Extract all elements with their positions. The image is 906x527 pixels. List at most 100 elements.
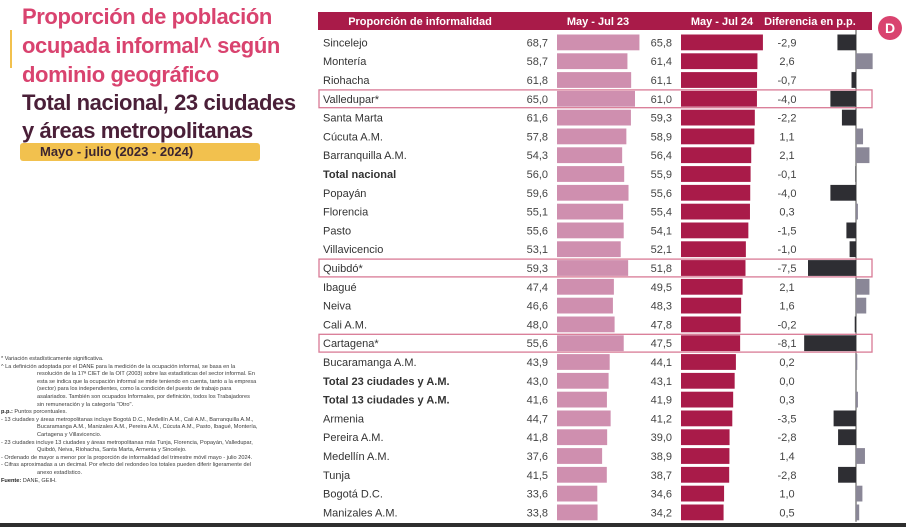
value-2024-label: 49,5 xyxy=(651,282,672,294)
diff-bar-positive xyxy=(856,53,873,70)
diff-value-label: 1,1 xyxy=(779,131,794,143)
row-label: Total 13 ciudades y A.M. xyxy=(323,395,450,407)
value-2023-label: 55,1 xyxy=(527,207,548,219)
value-2024-label: 48,3 xyxy=(651,301,672,313)
value-2024-label: 55,9 xyxy=(651,169,672,181)
value-2023-label: 57,8 xyxy=(527,131,548,143)
footnote-line: resolución de la 17ª CIET de la OIT (200… xyxy=(37,371,255,378)
diff-bar-negative xyxy=(804,335,856,352)
row-label: Santa Marta xyxy=(323,113,384,125)
diff-bar-positive xyxy=(856,354,858,370)
diff-bar-negative xyxy=(837,34,856,51)
row-label: Pereira A.M. xyxy=(323,432,384,444)
bar-2024 xyxy=(681,34,763,51)
value-2023-label: 54,3 xyxy=(527,150,548,162)
bar-2023 xyxy=(557,391,607,408)
value-2024-label: 61,0 xyxy=(651,94,672,106)
footnote-line: sin remuneración y la categoría "Otro". xyxy=(37,401,134,408)
value-2023-label: 59,3 xyxy=(527,263,548,275)
bar-2024 xyxy=(681,166,751,182)
row-label: Ibagué xyxy=(323,282,357,294)
value-2024-label: 58,9 xyxy=(651,131,672,143)
diff-bar-positive xyxy=(856,448,865,464)
value-2023-label: 48,0 xyxy=(527,319,548,331)
bar-2023 xyxy=(557,429,608,446)
row-label: Villavicencio xyxy=(323,244,383,256)
bar-2024 xyxy=(681,372,735,389)
bar-2024 xyxy=(681,448,730,464)
value-2023-label: 43,0 xyxy=(527,376,548,388)
diff-value-label: 0,5 xyxy=(779,507,794,519)
diff-value-label: -3,5 xyxy=(778,413,797,425)
subtitle-line-2: y áreas metropolitanas xyxy=(22,118,253,143)
bar-2023 xyxy=(557,316,615,333)
diff-value-label: -0,2 xyxy=(778,319,797,331)
row-label: Armenia xyxy=(323,413,365,425)
row-label: Sincelejo xyxy=(323,37,368,49)
value-2024-label: 34,2 xyxy=(651,507,672,519)
row-label: Total 23 ciudades y A.M. xyxy=(323,376,450,388)
footnote-line: - Ordenado de mayor a menor por la propo… xyxy=(1,454,253,461)
row-label: Barranquilla A.M. xyxy=(323,150,407,162)
diff-value-label: -2,8 xyxy=(778,432,797,444)
diff-bar-positive xyxy=(856,278,870,295)
footnote-label: p.p.: xyxy=(1,409,13,416)
bar-2024 xyxy=(681,72,758,88)
bar-2023 xyxy=(557,410,611,427)
bar-2023 xyxy=(557,466,607,483)
bar-2024 xyxy=(681,128,755,145)
bar-2024 xyxy=(681,109,755,126)
subtitle-line-1: Total nacional, 23 ciudades xyxy=(22,90,296,115)
value-2024-label: 52,1 xyxy=(651,244,672,256)
diff-bar-negative xyxy=(838,429,856,446)
bar-2024 xyxy=(681,90,757,107)
bar-2023 xyxy=(557,485,598,502)
diff-bar-negative xyxy=(830,90,856,107)
value-2023-label: 41,8 xyxy=(527,432,548,444)
bar-2023 xyxy=(557,90,635,107)
row-label: Total nacional xyxy=(323,169,396,181)
bar-2023 xyxy=(557,34,640,51)
diff-bar-positive xyxy=(856,391,858,408)
period-badge: Mayo - julio (2023 - 2024) xyxy=(20,143,260,161)
column-header: May - Jul 24 xyxy=(691,16,754,28)
diff-value-label: 0,2 xyxy=(779,357,794,369)
diff-value-label: 2,1 xyxy=(779,150,794,162)
bar-2023 xyxy=(557,241,621,258)
footnote-line: Quibdó, Neiva, Riohacha, Santa Marta, Ar… xyxy=(37,447,187,454)
value-2023-label: 68,7 xyxy=(527,37,548,49)
row-label: Popayán xyxy=(323,188,366,200)
diff-bar-negative xyxy=(808,260,856,276)
value-2023-label: 47,4 xyxy=(527,282,548,294)
diff-value-label: -0,7 xyxy=(778,75,797,87)
bar-2023 xyxy=(557,448,603,464)
bar-2024 xyxy=(681,391,734,408)
value-2024-label: 55,6 xyxy=(651,188,672,200)
row-label: Bogotá D.C. xyxy=(323,489,383,501)
row-label: Cali A.M. xyxy=(323,319,367,331)
bar-2024 xyxy=(681,260,746,276)
bar-2023 xyxy=(557,184,629,201)
value-2023-label: 61,8 xyxy=(527,75,548,87)
bar-2024 xyxy=(681,147,752,164)
value-2024-label: 41,9 xyxy=(651,395,672,407)
bar-2023 xyxy=(557,53,628,70)
row-label: Riohacha xyxy=(323,75,370,87)
value-2024-label: 65,8 xyxy=(651,37,672,49)
bar-2023 xyxy=(557,260,629,276)
diff-bar-positive xyxy=(856,203,858,220)
diff-value-label: 1,0 xyxy=(779,489,794,501)
value-2024-label: 44,1 xyxy=(651,357,672,369)
value-2023-label: 56,0 xyxy=(527,169,548,181)
column-header: Diferencia en p.p. xyxy=(764,16,856,28)
value-2023-label: 46,6 xyxy=(527,301,548,313)
value-2023-label: 53,1 xyxy=(527,244,548,256)
footnote-line: - Cifras aproximadas a un decimal. Por e… xyxy=(1,462,251,469)
bar-2024 xyxy=(681,316,741,333)
bar-2023 xyxy=(557,354,610,370)
diff-value-label: -7,5 xyxy=(778,263,797,275)
value-2024-label: 47,8 xyxy=(651,319,672,331)
diff-value-label: -1,5 xyxy=(778,225,797,237)
chart-subtitle: Total nacional, 23 ciudades y áreas metr… xyxy=(22,89,312,145)
value-2024-label: 47,5 xyxy=(651,338,672,350)
